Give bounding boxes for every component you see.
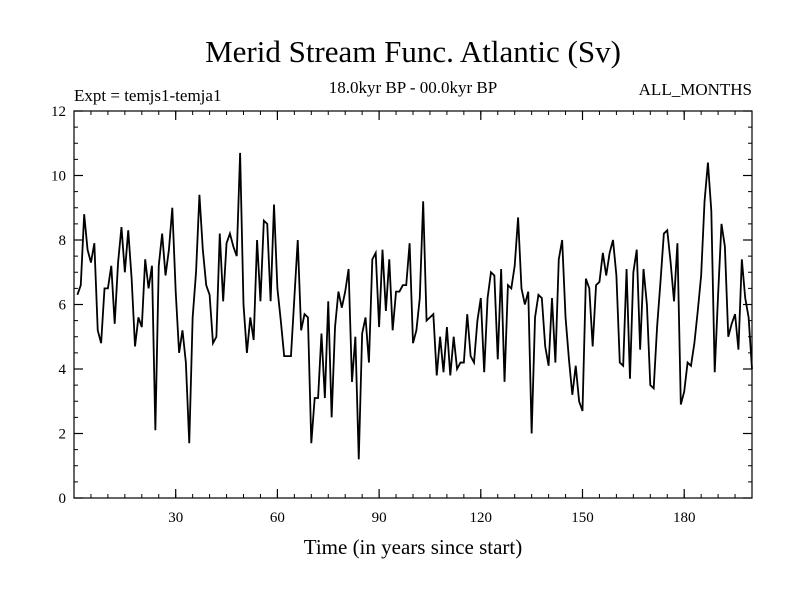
y-tick-label: 4: [59, 362, 67, 378]
x-tick-label: 30: [168, 510, 183, 526]
x-tick-label: 150: [571, 510, 594, 526]
chart-subtitle-right: ALL_MONTHS: [639, 80, 752, 99]
chart-title: Merid Stream Func. Atlantic (Sv): [205, 34, 621, 69]
x-tick-label: 120: [470, 510, 493, 526]
x-tick-label: 60: [270, 510, 285, 526]
y-tick-label: 10: [51, 169, 66, 185]
y-tick-label: 2: [59, 427, 67, 443]
chart-subtitle-center: 18.0kyr BP - 00.0kyr BP: [329, 78, 497, 97]
x-axis-label: Time (in years since start): [304, 535, 523, 559]
series-line: [76, 152, 753, 460]
plot-area: 30 60 90 120 150 180 0 2 4 6 8 10 12: [51, 104, 753, 526]
y-tick-label: 6: [59, 298, 67, 314]
y-tick-label: 12: [51, 104, 66, 120]
x-tick-label: 90: [372, 510, 387, 526]
x-tick-label: 180: [673, 510, 696, 526]
y-tick-label: 8: [59, 233, 67, 249]
chart-subtitle-left: Expt = temjs1-temja1: [74, 86, 221, 105]
y-tick-label: 0: [59, 491, 67, 507]
